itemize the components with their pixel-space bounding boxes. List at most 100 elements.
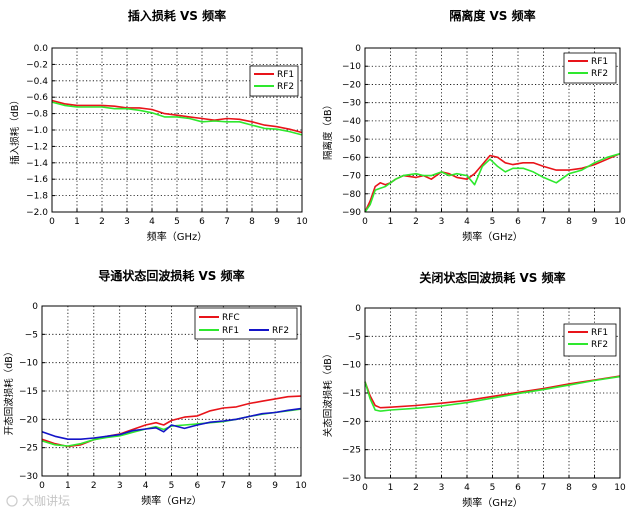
- y-tick-label: 0.0: [34, 44, 49, 54]
- x-tick-label: 5: [169, 481, 175, 491]
- x-axis-label: 频率（GHz）: [141, 494, 202, 507]
- y-tick-label: −15: [342, 389, 361, 399]
- x-tick-label: 8: [246, 481, 252, 491]
- x-tick-label: 10: [296, 217, 308, 227]
- x-tick-label: 0: [362, 217, 368, 227]
- watermark-text: 大咖讲坛: [22, 493, 70, 508]
- x-tick-label: 1: [388, 217, 394, 227]
- y-tick-label: −15: [19, 387, 38, 397]
- x-tick-label: 5: [490, 217, 496, 227]
- y-tick-label: −30: [342, 474, 361, 484]
- x-axis-label: 频率（GHz）: [462, 496, 523, 509]
- y-tick-label: −80: [342, 190, 361, 200]
- y-tick-label: −1.4: [26, 159, 48, 169]
- y-tick-label: 0: [32, 302, 38, 312]
- series-line-rf1: [51, 99, 303, 134]
- x-tick-label: 3: [117, 481, 123, 491]
- legend-label-rf2: RF2: [591, 69, 608, 79]
- legend-box: [249, 65, 299, 97]
- legend-box: [194, 307, 298, 340]
- y-tick-label: −5: [348, 332, 361, 342]
- x-tick-label: 4: [464, 483, 470, 493]
- x-tick-label: 9: [272, 481, 278, 491]
- y-tick-label: −20: [342, 417, 361, 427]
- x-tick-label: 7: [224, 217, 230, 227]
- y-tick-label: −5: [25, 330, 38, 340]
- y-tick-label: −1.0: [26, 126, 48, 136]
- y-axis-label: 插入损耗（dB）: [9, 95, 21, 165]
- x-axis-label: 频率（GHz）: [147, 230, 208, 243]
- legend-label-rf2: RF2: [277, 82, 294, 92]
- x-tick-label: 5: [174, 217, 180, 227]
- y-tick-label: −50: [342, 135, 361, 145]
- x-axis-label: 频率（GHz）: [462, 230, 523, 243]
- x-tick-label: 1: [388, 483, 394, 493]
- x-tick-label: 6: [195, 481, 201, 491]
- y-tick-label: 0: [355, 44, 361, 54]
- y-tick-label: −10: [19, 359, 38, 369]
- chart-panel-2: 隔离度 VS 频率 0 1 2 3 4 5 6 7 8 9 10 0 −10 −20 −30 −40 −50 −60…: [322, 8, 626, 243]
- x-tick-label: 7: [220, 481, 226, 491]
- series-line-rf2: [364, 375, 621, 412]
- x-tick-label: 10: [614, 217, 626, 227]
- x-tick-label: 1: [74, 217, 80, 227]
- y-tick-label: −1.8: [26, 192, 48, 202]
- y-tick-label: −2.0: [26, 208, 48, 218]
- chart-title: 插入损耗 VS 频率: [128, 8, 226, 23]
- legend: RFC RF1 RF2: [194, 307, 298, 340]
- chart-title: 导通状态回波损耗 VS 频率: [98, 268, 244, 283]
- y-tick-label: −1.2: [26, 142, 48, 152]
- y-tick-label: −90: [342, 208, 361, 218]
- x-tick-label: 0: [49, 217, 55, 227]
- series-line-rf2: [51, 101, 303, 136]
- x-tick-label: 0: [362, 483, 368, 493]
- x-tick-label: 6: [199, 217, 205, 227]
- series-line-rf2: [41, 407, 302, 441]
- x-tick-label: 10: [295, 481, 307, 491]
- y-tick-label: −10: [342, 361, 361, 371]
- x-tick-label: 6: [515, 217, 521, 227]
- x-tick-label: 7: [541, 483, 547, 493]
- series-line-rf1: [364, 375, 621, 409]
- x-tick-label: 4: [149, 217, 155, 227]
- x-tick-label: 3: [439, 217, 445, 227]
- y-tick-label: −10: [342, 62, 361, 72]
- y-axis-label: 关态回波损耗（dB）: [322, 349, 334, 438]
- y-tick-label: −70: [342, 172, 361, 182]
- y-tick-label: −20: [342, 80, 361, 90]
- y-tick-label: −60: [342, 153, 361, 163]
- chart-panel-3: 导通状态回波损耗 VS 频率 0 1 2 3 4 5 6 7 8 9 10 0 −5 −10 −15 −20 −2…: [3, 268, 307, 507]
- legend-label-rf2: RF2: [272, 326, 289, 336]
- x-tick-label: 9: [592, 483, 598, 493]
- legend-box: [563, 323, 617, 357]
- x-tick-label: 3: [439, 483, 445, 493]
- legend-label-rf1: RF1: [591, 57, 608, 67]
- x-tick-label: 6: [515, 483, 521, 493]
- y-tick-label: −20: [19, 415, 38, 425]
- x-tick-label: 4: [464, 217, 470, 227]
- x-tick-label: 2: [91, 481, 97, 491]
- x-tick-label: 9: [592, 217, 598, 227]
- y-tick-label: −0.8: [26, 110, 48, 120]
- x-tick-label: 7: [541, 217, 547, 227]
- x-tick-label: 2: [413, 483, 419, 493]
- watermark-logo: 大咖讲坛: [6, 493, 70, 508]
- chart-panel-4: 关闭状态回波损耗 VS 频率 0 1 2 3 4 5 6 7 8 9 10 0 −5 −10 −15 −20 −2…: [322, 270, 626, 509]
- legend-label-rf1: RF1: [222, 326, 239, 336]
- y-tick-label: −30: [19, 472, 38, 482]
- chart-title: 关闭状态回波损耗 VS 频率: [419, 270, 565, 285]
- legend-label-rf2: RF2: [591, 340, 608, 350]
- legend-label-rf1: RF1: [591, 328, 608, 338]
- x-tick-label: 3: [124, 217, 130, 227]
- y-axis-label: 开态回波损耗（dB）: [3, 347, 15, 436]
- y-tick-label: −0.6: [26, 93, 48, 103]
- y-tick-label: −0.2: [26, 60, 48, 70]
- series-line-rf2: [364, 152, 621, 213]
- chart-title: 隔离度 VS 频率: [449, 8, 535, 23]
- legend-box: [563, 52, 617, 84]
- x-tick-label: 8: [566, 217, 572, 227]
- x-tick-label: 5: [490, 483, 496, 493]
